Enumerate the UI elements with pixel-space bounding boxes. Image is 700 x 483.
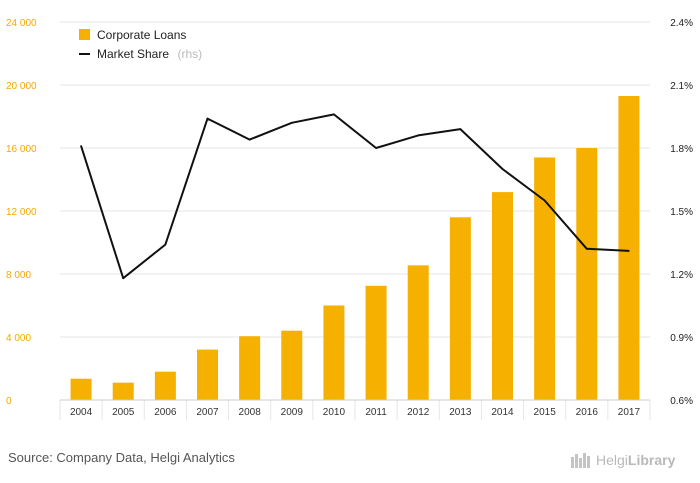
line-point [628,250,630,252]
bar [323,305,345,400]
x-tick-label: 2005 [112,407,135,418]
legend-swatch-corporate-loans [79,29,90,40]
line-point [585,248,588,250]
library-icon [571,453,590,468]
y-right-tick-label: 0.9% [670,333,693,344]
bar [618,96,640,401]
bar [576,148,598,400]
x-tick-label: 2014 [491,407,514,418]
line-point [164,243,167,246]
line-point [122,277,125,280]
bar [534,157,556,400]
source-note: Source: Company Data, Helgi Analytics [8,450,235,465]
bar [154,371,176,400]
y-right-tick-label: 2.4% [670,18,693,29]
line-point [543,199,546,202]
bar [239,336,261,400]
x-tick-label: 2006 [154,407,177,418]
bar [281,330,303,400]
market-share-line [80,113,629,280]
legend-label-market-share: Market Share (rhs) [97,45,202,62]
line-point [248,138,251,141]
line-point [333,113,335,116]
line-series-market-share [80,113,630,280]
bar [112,382,134,400]
x-tick-label: 2016 [576,407,599,418]
x-tick-label: 2007 [196,407,219,418]
x-tick-label: 2017 [618,407,641,418]
line-point [375,147,377,149]
y-right-tick-label: 1.5% [670,207,693,218]
bar-series-corporate-loans [70,96,640,401]
y-left-tick-label: 16 000 [6,144,37,155]
y-right-tick-label: 1.8% [670,144,693,155]
x-tick-label: 2004 [70,407,93,418]
line-point [417,134,420,137]
x-tick-label: 2015 [534,407,557,418]
legend-label-corporate-loans: Corporate Loans [97,28,186,42]
line-point [501,168,504,170]
line-point [80,145,82,147]
y-left-tick-label: 12 000 [6,207,37,218]
y-left-tick-label: 8 000 [6,270,31,281]
x-tick-label: 2012 [407,407,430,418]
y-left-tick-label: 0 [6,396,12,407]
line-point [206,117,209,120]
bar [407,265,429,400]
x-tick-label: 2013 [449,407,472,418]
grid-lines [59,21,651,420]
axes: 0 4 000 8 000 12 000 16 000 20 000 24 000 0.6% 0… [6,18,693,418]
bar [449,217,471,400]
x-tick-label: 2009 [281,407,304,418]
brand-name: HelgiLibrary [596,452,676,468]
bar [197,349,218,400]
legend: Corporate Loans Market Share (rhs) [79,28,202,62]
x-tick-label: 2008 [239,407,262,418]
line-point [290,122,293,124]
y-right-tick-label: 1.2% [670,270,693,281]
y-right-tick-label: 0.6% [670,396,693,407]
bar [365,285,387,400]
bar [492,192,513,400]
y-left-tick-label: 20 000 [6,81,37,92]
y-right-tick-label: 2.1% [670,81,693,92]
y-left-tick-label: 24 000 [6,18,37,29]
y-left-tick-label: 4 000 [6,333,31,344]
line-point [459,128,462,130]
brand-logo: HelgiLibrary [570,448,675,472]
x-tick-label: 2011 [365,407,387,418]
x-tick-label: 2010 [323,407,346,418]
bar [70,378,92,400]
